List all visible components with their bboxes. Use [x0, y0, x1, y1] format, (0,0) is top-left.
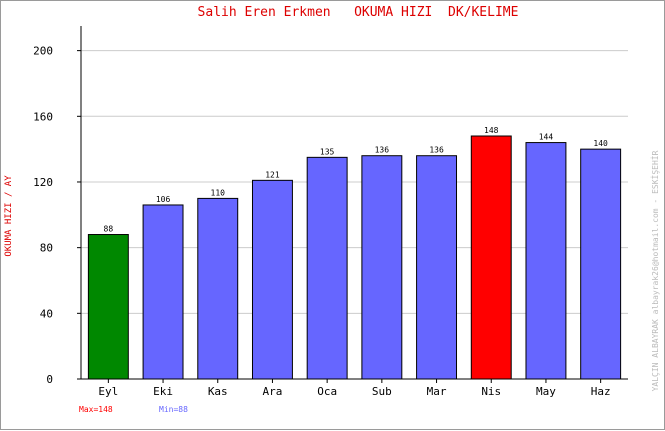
max-label: Max=148 — [79, 405, 113, 414]
x-tick-label: Eki — [153, 385, 173, 398]
chart-title: Salih Eren Erkmen OKUMA HIZI DK/KELIME — [198, 5, 519, 20]
min-label: Min=88 — [159, 405, 188, 414]
y-tick-label: 120 — [33, 176, 53, 189]
x-tick-label: Eyl — [98, 385, 118, 398]
y-tick-label: 40 — [40, 307, 53, 320]
data-label: 88 — [104, 225, 114, 234]
y-tick-label: 0 — [46, 373, 53, 386]
data-label: 136 — [375, 146, 390, 155]
bar-mar — [416, 155, 458, 380]
bar-eyl — [87, 234, 129, 380]
bar-sub — [361, 155, 403, 380]
x-tick-label: Nis — [481, 385, 501, 398]
x-ticks: Eyl Eki Kas Ara Oca Sub Mar Nis May Haz — [98, 379, 611, 398]
y-tick-label: 160 — [33, 110, 53, 123]
x-tick-label: Haz — [591, 385, 611, 398]
bar-oca — [306, 156, 348, 380]
bar-ara — [251, 179, 293, 380]
y-ticks: 0 40 80 120 160 200 — [33, 26, 628, 386]
data-label: 136 — [429, 146, 444, 155]
bar-kas — [197, 197, 239, 380]
y-tick-label: 80 — [40, 242, 53, 255]
bar-nis — [470, 135, 512, 380]
data-label: 106 — [156, 195, 171, 204]
data-label: 135 — [320, 147, 335, 156]
bar-eki — [142, 204, 184, 380]
data-label: 110 — [211, 188, 226, 197]
bar-may — [525, 142, 567, 380]
watermark: YALÇIN ALBAYRAK albayrak26@hotmail.com -… — [650, 150, 660, 391]
x-tick-label: Ara — [263, 385, 283, 398]
data-label: 121 — [265, 170, 280, 179]
bars-group: 88 106 110 121 135 136 136 148 144 140 — [87, 126, 622, 380]
x-tick-label: Kas — [208, 385, 228, 398]
data-label: 144 — [539, 133, 554, 142]
y-tick-label: 200 — [33, 45, 53, 58]
x-tick-label: Mar — [427, 385, 447, 398]
x-tick-label: May — [536, 385, 556, 398]
y-axis-label: OKUMA HIZI / AY — [4, 175, 14, 257]
data-label: 148 — [484, 126, 499, 135]
bar-haz — [580, 148, 622, 380]
x-tick-label: Sub — [372, 385, 392, 398]
data-label: 140 — [593, 139, 608, 148]
x-tick-label: Oca — [317, 385, 337, 398]
